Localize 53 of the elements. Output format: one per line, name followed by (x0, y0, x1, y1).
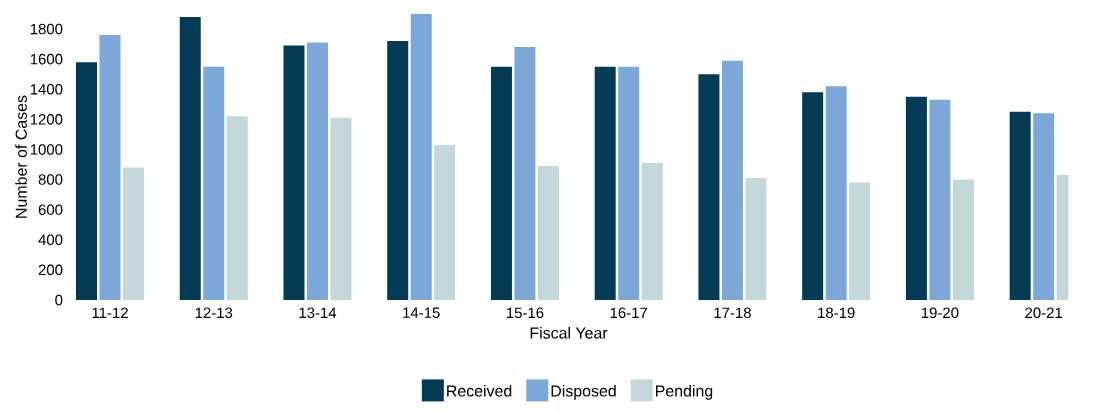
y-tick-label: 800 (38, 174, 63, 185)
bar (514, 47, 536, 300)
x-tick-label: 19-20 (921, 307, 959, 319)
bar (641, 163, 663, 300)
bar (537, 166, 559, 300)
bar (283, 45, 305, 300)
bar (490, 66, 512, 300)
bar (410, 14, 432, 300)
bar (203, 66, 225, 300)
y-tick-label: 1800 (30, 23, 63, 35)
bar (387, 41, 409, 300)
y-tick-label: 1200 (30, 114, 63, 125)
bar (721, 60, 743, 300)
bar (825, 86, 847, 300)
y-tick-label: 1600 (30, 53, 63, 65)
bar (802, 92, 824, 300)
legend-label: Disposed (551, 384, 616, 400)
bar (226, 116, 248, 300)
bar (179, 17, 201, 300)
x-tick-label: 17-18 (714, 307, 751, 319)
legend-label: Pending (656, 384, 713, 400)
y-axis-title: Number of Cases (15, 95, 27, 218)
x-tick-label: 14-15 (403, 307, 440, 318)
x-tick-label: 15-16 (506, 307, 544, 319)
x-tick-label: 11-12 (92, 307, 128, 318)
y-tick-label: 1400 (30, 83, 63, 95)
bar (929, 99, 951, 300)
bar (306, 42, 328, 300)
y-tick-label: 0 (55, 294, 63, 306)
bar (123, 167, 144, 300)
y-tick-label: 400 (38, 234, 63, 246)
y-tick-label: 200 (38, 264, 63, 276)
bar (330, 117, 352, 300)
x-tick-label: 13-14 (299, 307, 337, 319)
bar (698, 74, 720, 300)
bar (594, 66, 616, 300)
x-tick-label: 12-13 (195, 307, 233, 319)
bar (99, 35, 121, 300)
bar (618, 66, 640, 300)
bar (905, 96, 927, 300)
y-tick-label: 600 (38, 204, 63, 215)
x-tick-label: 16-17 (610, 307, 648, 319)
x-axis-title: Fiscal Year (530, 326, 608, 339)
legend-label: Received (447, 384, 512, 397)
bar (952, 179, 974, 300)
y-tick-label: 1000 (30, 144, 63, 155)
x-tick-label: 20-21 (1025, 307, 1063, 319)
bar (76, 62, 97, 300)
bar (1009, 111, 1031, 300)
bar (434, 144, 456, 300)
bar (849, 182, 871, 300)
bar (745, 178, 767, 300)
x-tick-label: 18-19 (818, 307, 855, 319)
